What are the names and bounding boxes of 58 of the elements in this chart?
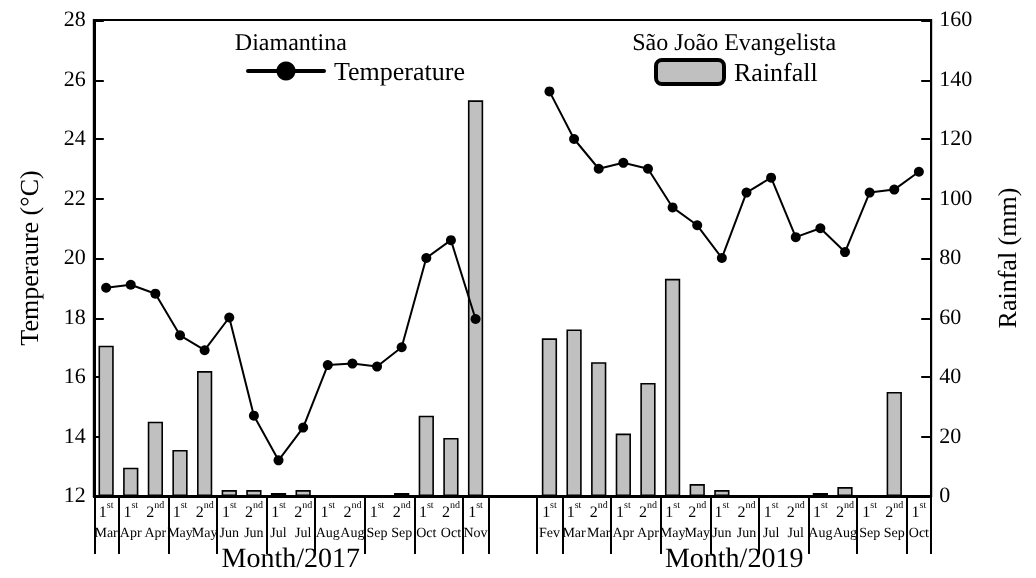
y-tick-label: 26: [63, 67, 87, 92]
text: Month/2017: [221, 545, 361, 575]
y2-tick-label: 40: [939, 365, 963, 389]
y-tick-label: 20: [63, 246, 87, 270]
point: [322, 360, 333, 371]
point: [150, 288, 161, 299]
y-tick-label: 22: [63, 186, 86, 211]
y2-tick-label: 60: [939, 305, 963, 330]
point: [864, 187, 875, 198]
y-tick-label: 12: [63, 484, 86, 508]
point: [445, 235, 456, 246]
point: [667, 202, 678, 213]
point: [569, 134, 580, 144]
y-tick-label: 16: [63, 365, 87, 389]
point: [815, 223, 826, 234]
point: [840, 247, 850, 258]
y2-tick-label: 160: [939, 8, 974, 32]
point: [125, 279, 136, 290]
point: [470, 313, 481, 324]
y2-tick-label: 0: [939, 484, 952, 508]
point: [421, 253, 432, 263]
annotation: Diamantina: [234, 28, 349, 56]
point: [642, 163, 653, 174]
point: [692, 220, 703, 231]
y-tick-label: 24: [63, 127, 87, 151]
point: [273, 455, 284, 466]
point: [101, 282, 112, 293]
point: [248, 410, 259, 421]
point: [790, 232, 801, 243]
y-tick-label: 28: [63, 8, 87, 32]
y-tick-label: 18: [63, 305, 87, 330]
point: [618, 157, 629, 168]
point: [741, 187, 752, 198]
point: [175, 330, 185, 341]
y2-tick-label: 20: [939, 424, 963, 449]
y-axis-title: Temperaure (°C): [14, 170, 44, 346]
y2-tick-label: 100: [939, 186, 974, 211]
y2-tick-label: 120: [939, 127, 974, 151]
y2-axis-title: Rainfal (mm): [992, 187, 1022, 329]
y-tick-label: 14: [63, 424, 87, 449]
point: [199, 345, 210, 356]
point: [544, 86, 555, 97]
text: Month/2019: [664, 545, 804, 575]
point: [396, 342, 407, 353]
point: [372, 361, 383, 372]
y2-tick-label: 140: [939, 67, 974, 92]
legend-label: Temperature: [334, 56, 466, 86]
annotation: São João Evangelista: [632, 28, 838, 56]
point: [766, 172, 777, 183]
point: [889, 184, 900, 195]
point: [716, 253, 727, 263]
point: [298, 422, 309, 433]
point: [224, 312, 235, 323]
y2-tick-label: 80: [939, 246, 963, 270]
point: [593, 163, 604, 174]
point: [347, 358, 358, 369]
point: [913, 166, 924, 177]
legend-label: Rainfall: [734, 57, 819, 87]
